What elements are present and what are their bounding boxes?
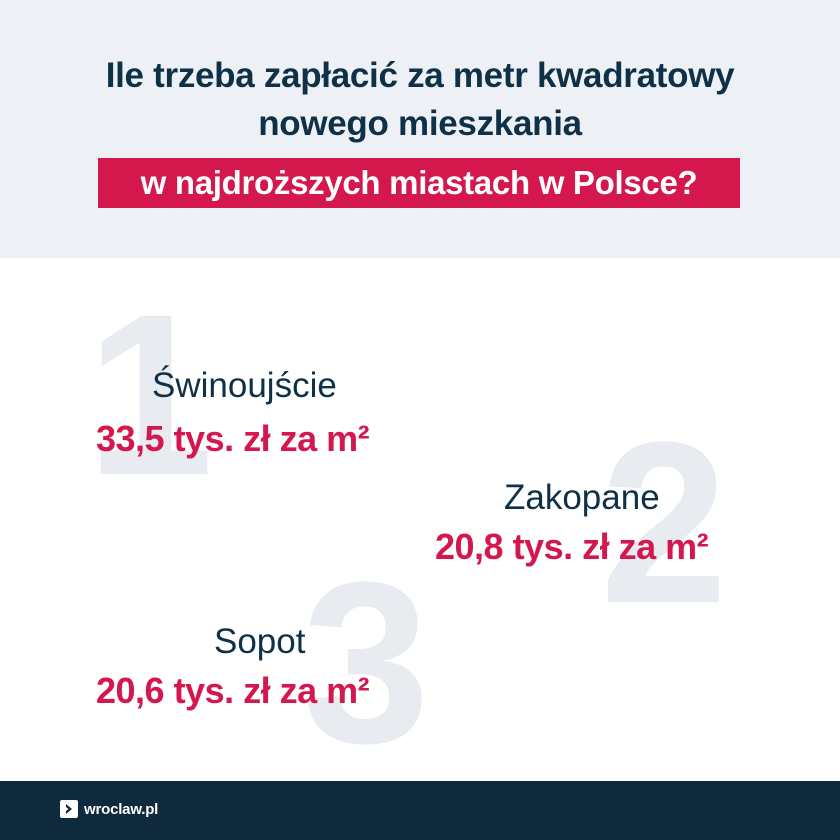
header-panel: Ile trzeba zapłacić za metr kwadratowy n… <box>0 0 840 258</box>
logo-text: wroclaw.pl <box>84 800 159 818</box>
rank-number-2: 2 <box>600 394 728 651</box>
city-price-2: 20,8 tys. zł za m² <box>435 526 709 567</box>
city-name-2: Zakopane <box>504 478 660 517</box>
city-price-3: 20,6 tys. zł za m² <box>96 670 370 711</box>
city-name-3: Sopot <box>214 622 306 661</box>
city-price-1: 33,5 tys. zł za m² <box>96 418 370 459</box>
title-line-1: Ile trzeba zapłacić za metr kwadratowy <box>105 56 735 95</box>
rank-number-3: 3 <box>302 534 430 791</box>
site-logo[interactable]: wroclaw.pl <box>60 798 158 820</box>
title-line-2: nowego mieszkania <box>258 104 582 143</box>
title-highlight-banner: w najdroższych miastach w Polsce? <box>98 158 740 208</box>
footer-bar <box>0 781 840 840</box>
chevron-right-icon <box>60 800 78 818</box>
city-name-1: Świnoujście <box>152 366 337 405</box>
rank-number-1: 1 <box>86 266 214 523</box>
